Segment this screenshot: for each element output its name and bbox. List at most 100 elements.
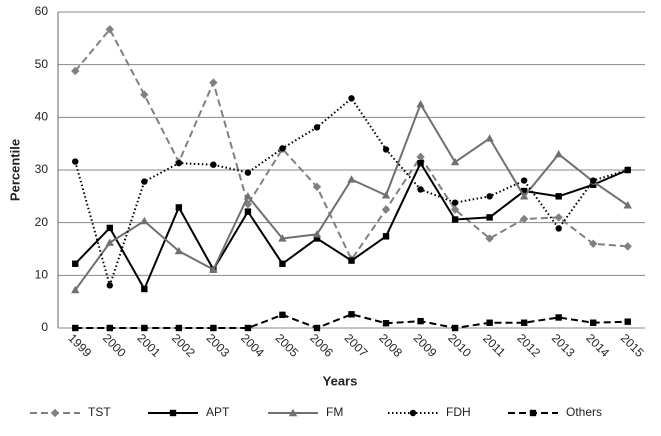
y-tick-label: 10 (35, 268, 49, 282)
marker (279, 260, 286, 267)
marker (348, 95, 355, 102)
marker (417, 186, 424, 193)
x-tick-label: 2004 (238, 331, 267, 360)
x-tick-label: 2012 (514, 331, 543, 360)
marker (72, 324, 79, 332)
marker (451, 199, 459, 206)
x-tick-label: 2007 (342, 331, 371, 360)
marker (520, 177, 528, 184)
marker (210, 324, 217, 332)
x-tick-label: 2000 (100, 331, 129, 360)
marker (555, 225, 562, 232)
y-axis-label: Percentile (7, 139, 22, 201)
marker (174, 246, 184, 255)
marker (486, 319, 493, 326)
marker (175, 324, 183, 332)
marker (279, 311, 286, 319)
marker (175, 204, 183, 211)
marker (348, 257, 355, 264)
x-tick-label: 2008 (376, 331, 405, 360)
marker (141, 285, 148, 293)
marker (382, 320, 390, 327)
marker (175, 159, 183, 167)
marker (312, 182, 322, 192)
marker (554, 150, 563, 158)
marker (417, 159, 424, 167)
marker (105, 25, 114, 34)
legend-label: TST (88, 405, 111, 419)
marker (312, 230, 322, 238)
marker (450, 205, 460, 214)
x-tick-label: 2001 (135, 331, 164, 360)
marker (347, 175, 356, 183)
x-tick-label: 2013 (549, 331, 578, 360)
marker (417, 317, 424, 325)
x-tick-label: 2009 (411, 331, 440, 360)
y-tick-label: 0 (41, 320, 48, 334)
x-tick-label: 2010 (445, 331, 474, 360)
marker (279, 145, 286, 152)
marker (624, 318, 631, 325)
marker (71, 285, 80, 294)
x-tick-label: 1999 (65, 331, 94, 360)
x-tick-label: 2006 (307, 331, 336, 360)
marker (485, 134, 494, 142)
series-line (74, 27, 628, 262)
marker (519, 214, 529, 224)
marker (278, 234, 287, 242)
x-tick-label: 2011 (480, 331, 508, 359)
marker (105, 238, 114, 246)
marker (140, 90, 149, 99)
marker (381, 191, 391, 199)
marker (416, 152, 425, 162)
marker (141, 178, 148, 185)
marker (590, 319, 597, 326)
marker (486, 193, 493, 200)
marker (520, 319, 528, 326)
marker (313, 324, 321, 332)
marker (348, 311, 355, 318)
marker (451, 216, 459, 223)
x-tick-label: 2014 (583, 331, 612, 360)
marker (624, 166, 631, 174)
marker (589, 239, 598, 248)
y-tick-label: 20 (35, 215, 49, 229)
marker (169, 409, 177, 417)
y-tick-label: 30 (35, 162, 49, 176)
marker (519, 192, 529, 200)
marker (409, 409, 417, 417)
x-tick-label: 2005 (273, 331, 302, 360)
marker (106, 324, 113, 332)
marker (244, 169, 252, 176)
legend-label: APT (206, 405, 230, 419)
y-tick-label: 50 (35, 57, 49, 71)
marker (50, 408, 60, 418)
marker (244, 208, 252, 215)
marker (450, 157, 460, 166)
marker (72, 158, 79, 165)
marker (313, 124, 321, 131)
marker (382, 146, 390, 153)
marker (288, 408, 298, 417)
marker (416, 99, 425, 108)
marker (313, 235, 321, 242)
marker (623, 242, 632, 251)
marker (520, 187, 528, 195)
marker (210, 161, 217, 168)
marker (381, 205, 391, 214)
marker (140, 216, 149, 225)
legend-label: FDH (446, 405, 471, 419)
marker (72, 260, 79, 267)
legend-label: Others (566, 405, 602, 419)
series-line (75, 313, 628, 330)
marker (141, 324, 148, 332)
x-axis-label: Years (323, 373, 358, 388)
y-tick-label: 60 (35, 4, 49, 18)
marker (106, 282, 113, 289)
marker (590, 177, 597, 184)
legend-label: FM (326, 405, 343, 419)
marker (106, 224, 113, 232)
x-tick-label: 2003 (204, 331, 233, 360)
x-tick-label: 2002 (169, 331, 198, 360)
marker (486, 214, 493, 221)
